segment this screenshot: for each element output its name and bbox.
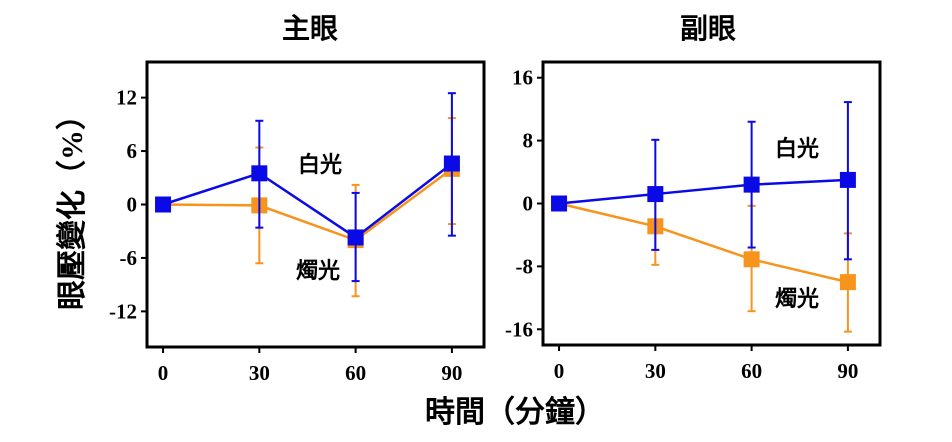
series-label: 白光 — [775, 136, 819, 161]
y-tick-label: 16 — [512, 66, 533, 90]
x-tick-label: 60 — [741, 359, 762, 383]
panel-title: 副眼 — [680, 13, 736, 45]
x-tick-label: 90 — [441, 361, 462, 385]
series-line — [558, 202, 849, 284]
data-point — [251, 165, 268, 182]
y-tick-label: -6 — [120, 246, 138, 270]
y-tick-label: -12 — [109, 299, 137, 323]
data-point — [155, 196, 172, 213]
data-point — [743, 251, 760, 268]
data-point — [443, 155, 460, 172]
series-label: 白光 — [298, 152, 342, 177]
y-tick-label: -8 — [516, 254, 534, 278]
y-tick-label: 12 — [116, 86, 137, 110]
y-tick-label: 0 — [127, 193, 138, 217]
x-tick-label: 30 — [645, 359, 666, 383]
x-axis-label: 時間（分鐘） — [425, 395, 605, 429]
data-point — [839, 171, 856, 188]
x-tick-label: 60 — [345, 361, 366, 385]
series-label: 燭光 — [775, 286, 819, 311]
data-point — [839, 274, 856, 291]
y-tick-label: 0 — [523, 192, 534, 216]
x-tick-label: 0 — [158, 361, 169, 385]
series-line — [558, 178, 848, 205]
data-point — [551, 195, 568, 212]
y-tick-label: -16 — [505, 317, 533, 341]
series-line — [162, 162, 453, 239]
data-point — [647, 186, 664, 203]
x-tick-label: 90 — [837, 359, 858, 383]
data-point — [743, 176, 760, 193]
plot-frame — [541, 60, 882, 347]
y-tick-label: 6 — [127, 139, 138, 163]
y-tick-label: 8 — [523, 129, 534, 153]
series-label: 燭光 — [296, 258, 340, 283]
x-tick-label: 30 — [249, 361, 270, 385]
y-axis-label: 眼壓變化（%） — [55, 100, 89, 310]
panel-title: 主眼 — [282, 13, 338, 45]
data-point — [347, 229, 364, 246]
panel-secondary-eye: 副眼 16 8 0 -8 -16 0 30 60 90 燭光 白光 — [505, 13, 882, 383]
series-line — [163, 167, 453, 242]
x-tick-label: 0 — [554, 359, 565, 383]
